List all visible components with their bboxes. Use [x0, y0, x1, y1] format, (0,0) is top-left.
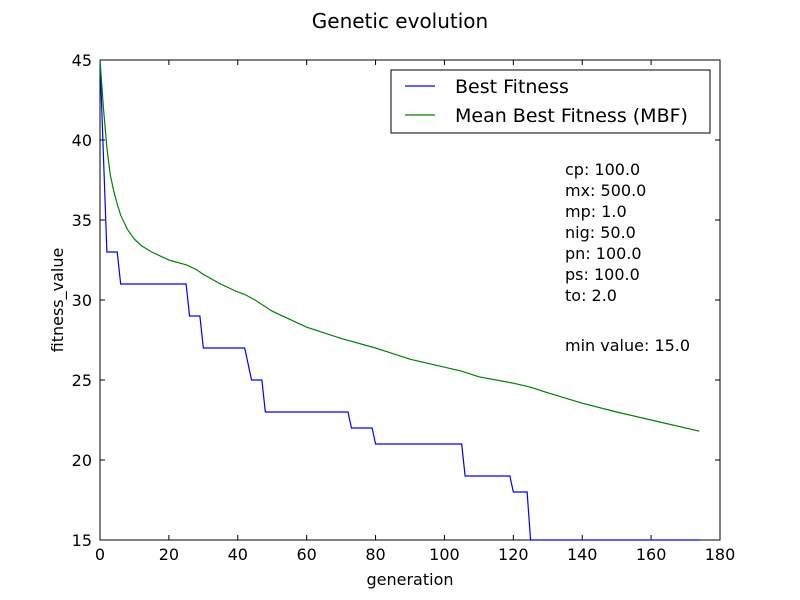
axis-ticks: 0 20 40 60 80 100 120 140 160 180 15 20 25 30 35 40 45 [72, 51, 736, 564]
x-axis-label: generation [366, 570, 453, 589]
annotation-mp: mp: 1.0 [565, 202, 627, 221]
annotation-min-value: min value: 15.0 [565, 336, 690, 355]
y-tick-label: 30 [72, 291, 92, 310]
annotation-pn: pn: 100.0 [565, 244, 642, 263]
x-tick-label: 120 [498, 545, 529, 564]
legend-label-best-fitness: Best Fitness [455, 76, 569, 98]
y-tick-label: 20 [72, 451, 92, 470]
y-tick-label: 45 [72, 51, 92, 70]
x-tick-label: 60 [296, 545, 316, 564]
annotation-to: to: 2.0 [565, 286, 617, 305]
y-tick-label: 40 [72, 131, 92, 150]
annotation-ps: ps: 100.0 [565, 265, 640, 284]
y-tick-label: 15 [72, 531, 92, 550]
legend-label-mbf: Mean Best Fitness (MBF) [455, 105, 688, 127]
legend-box [390, 69, 711, 134]
y-tick-label: 35 [72, 211, 92, 230]
x-tick-label: 20 [159, 545, 179, 564]
legend: Best Fitness Mean Best Fitness (MBF) [390, 69, 711, 134]
series-line-mbf [99, 59, 700, 432]
x-tick-label: 140 [567, 545, 598, 564]
x-tick-label: 40 [228, 545, 248, 564]
x-tick-label: 80 [365, 545, 385, 564]
x-tick-label: 180 [705, 545, 736, 564]
y-tick-label: 25 [72, 371, 92, 390]
annotation-mx: mx: 500.0 [565, 181, 646, 200]
y-axis-label: fitness_value [48, 248, 68, 353]
x-tick-label: 100 [429, 545, 460, 564]
x-tick-label: 0 [95, 545, 105, 564]
series-layer [99, 59, 700, 541]
annotation-cp: cp: 100.0 [565, 160, 640, 179]
plot-frame [99, 59, 721, 541]
x-tick-label: 160 [636, 545, 667, 564]
series-line-best-fitness [99, 59, 700, 541]
annotation-nig: nig: 50.0 [565, 223, 636, 242]
chart-title: Genetic evolution [312, 9, 488, 33]
parameter-annotations: cp: 100.0 mx: 500.0 mp: 1.0 nig: 50.0 pn… [565, 160, 690, 355]
